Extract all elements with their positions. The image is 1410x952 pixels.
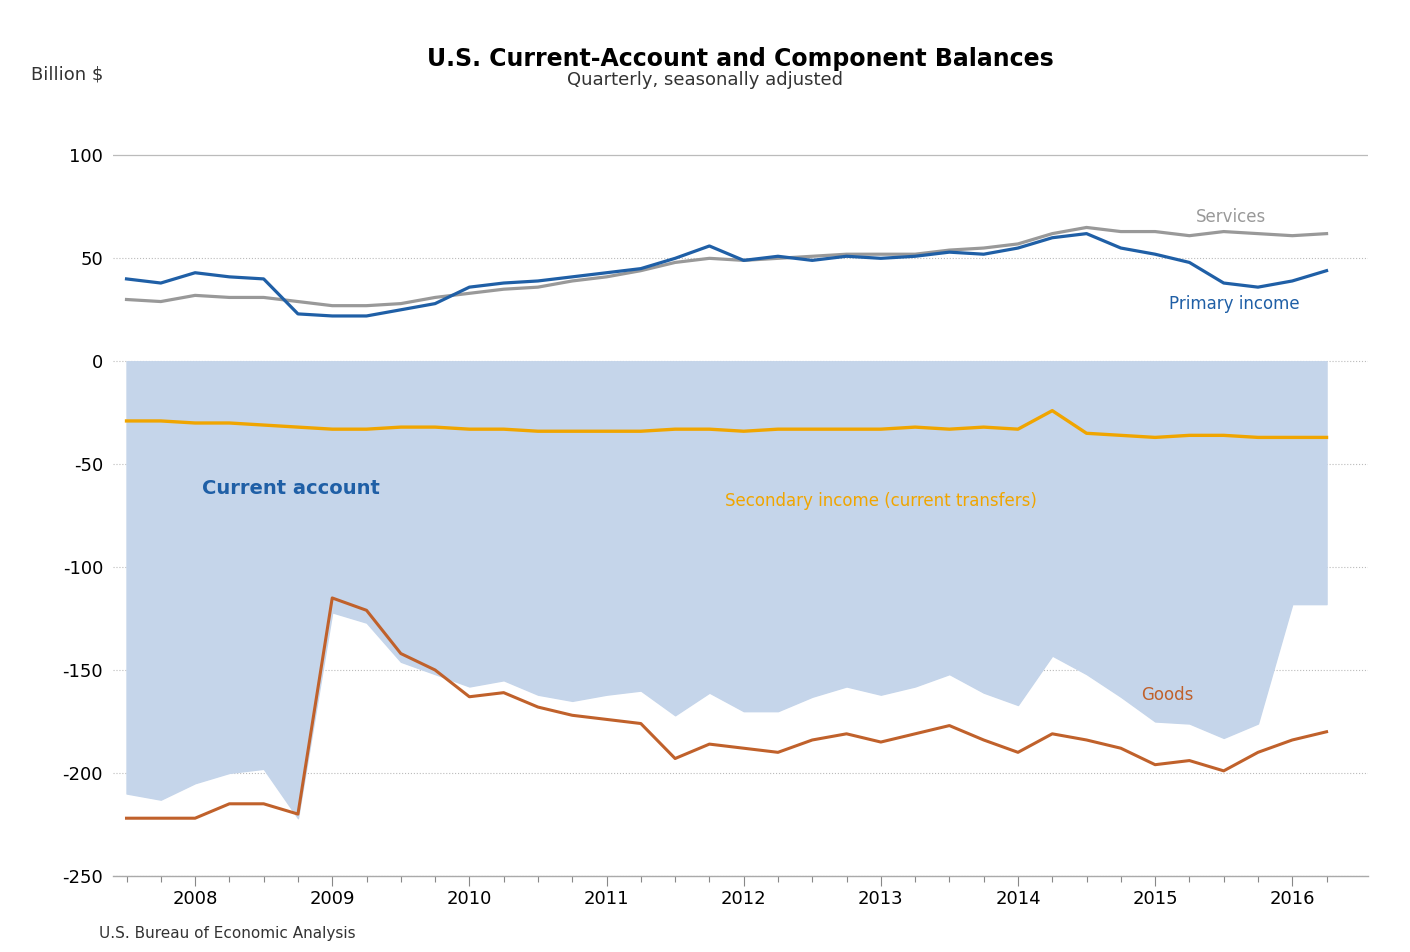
Text: Primary income: Primary income	[1169, 294, 1300, 312]
Text: U.S. Bureau of Economic Analysis: U.S. Bureau of Economic Analysis	[99, 925, 355, 941]
Title: U.S. Current-Account and Component Balances: U.S. Current-Account and Component Balan…	[427, 47, 1053, 70]
Text: Billion $: Billion $	[31, 66, 103, 84]
Text: Current account: Current account	[202, 480, 379, 498]
Text: Secondary income (current transfers): Secondary income (current transfers)	[725, 492, 1036, 510]
Text: Goods: Goods	[1142, 685, 1194, 704]
Text: Quarterly, seasonally adjusted: Quarterly, seasonally adjusted	[567, 71, 843, 89]
Text: Services: Services	[1196, 208, 1266, 227]
